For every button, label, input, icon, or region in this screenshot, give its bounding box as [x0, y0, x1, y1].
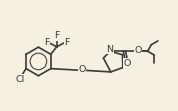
Text: N: N: [107, 45, 114, 54]
Text: O: O: [135, 46, 142, 55]
Text: O: O: [123, 59, 130, 68]
Text: F: F: [44, 38, 49, 47]
Text: O: O: [78, 65, 86, 74]
Text: Cl: Cl: [16, 75, 25, 84]
Text: F: F: [54, 31, 59, 40]
Text: F: F: [64, 38, 70, 47]
